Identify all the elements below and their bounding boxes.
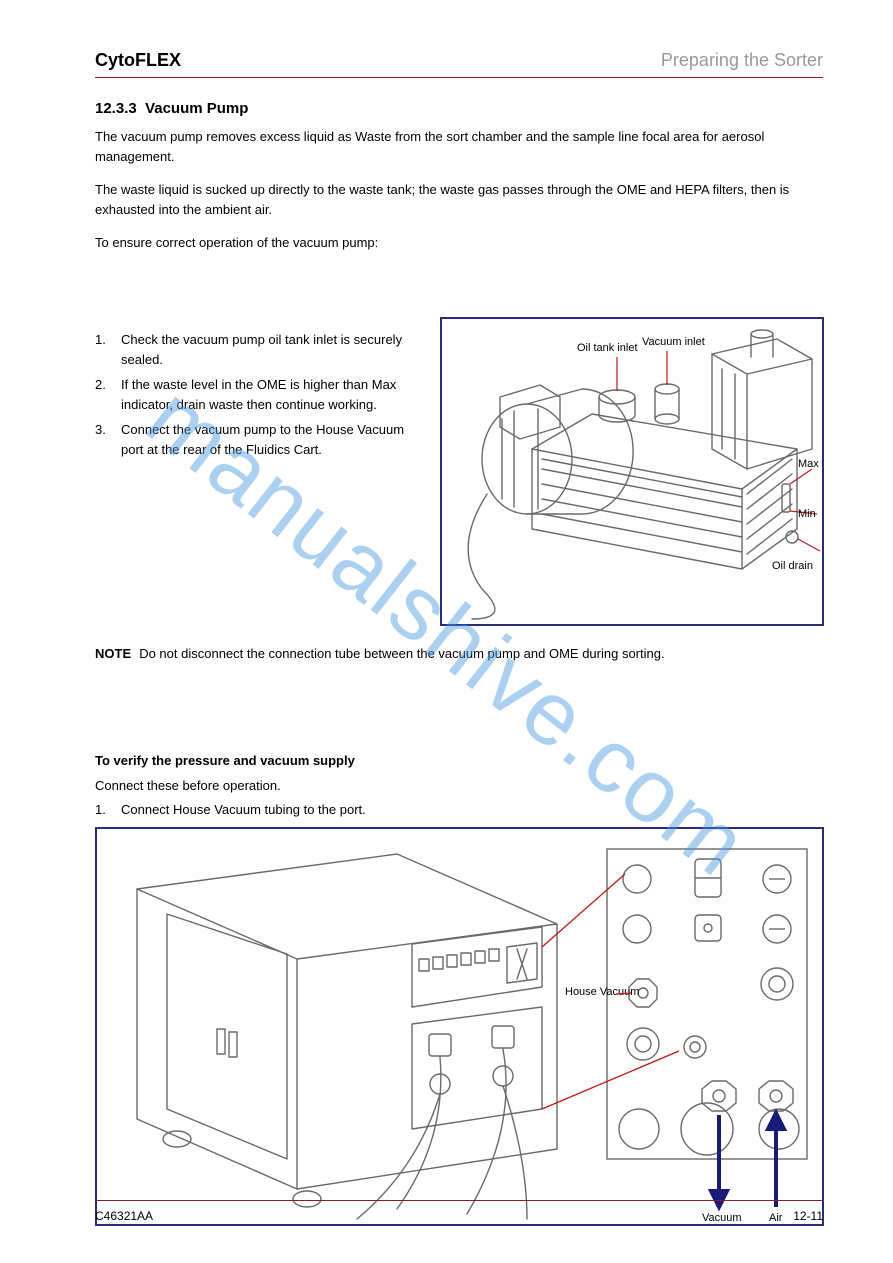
note-label: NOTE <box>95 646 131 661</box>
footer-right: 12-11 <box>793 1209 823 1223</box>
section-heading: 12.3.3 Vacuum Pump <box>95 100 823 117</box>
rear-step-text: Connect House Vacuum tubing to the port. <box>121 802 366 817</box>
figure-rear-panel: House Vacuum Vacuum Air <box>95 827 824 1226</box>
label-vacuum-inlet: Vacuum inlet <box>642 336 705 348</box>
step-text: Connect the vacuum pump to the House Vac… <box>121 420 425 459</box>
page-title: CytoFLEX <box>95 50 181 71</box>
label-drain: Oil drain <box>772 560 813 572</box>
figure-vacuum-pump: Oil tank inlet Vacuum inlet Max Min Oil … <box>440 317 824 626</box>
header-rule <box>95 77 823 78</box>
footer-rule <box>95 1200 823 1201</box>
rear-step-i: 1. <box>95 802 111 817</box>
rear-heading: To verify the pressure and vacuum supply <box>95 753 820 768</box>
para-1: The vacuum pump removes excess liquid as… <box>95 127 823 166</box>
step-text: If the waste level in the OME is higher … <box>121 375 425 414</box>
section-number: 12.3.3 <box>95 100 137 117</box>
label-min: Min <box>798 508 816 520</box>
step-1: 1.Check the vacuum pump oil tank inlet i… <box>95 330 425 369</box>
note-block: NOTE Do not disconnect the connection tu… <box>95 645 815 663</box>
label-max: Max <box>798 458 819 470</box>
step-text: Check the vacuum pump oil tank inlet is … <box>121 330 425 369</box>
label-oil-inlet: Oil tank inlet <box>577 342 638 354</box>
step-3: 3.Connect the vacuum pump to the House V… <box>95 420 425 459</box>
step-2: 2.If the waste level in the OME is highe… <box>95 375 425 414</box>
rear-p1: Connect these before operation. <box>95 776 820 796</box>
page-subtitle: Preparing the Sorter <box>661 50 823 71</box>
para-2: The waste liquid is sucked up directly t… <box>95 180 823 219</box>
note-body: Do not disconnect the connection tube be… <box>139 646 664 661</box>
section-title: Vacuum Pump <box>145 100 248 117</box>
para-3-lead: To ensure correct operation of the vacuu… <box>95 233 823 253</box>
pump-diagram: Oil tank inlet Vacuum inlet Max Min Oil … <box>442 319 822 624</box>
rear-diagram: House Vacuum Vacuum Air <box>97 829 822 1224</box>
footer: C46321AA 12-11 <box>95 1200 823 1223</box>
label-house-vacuum: House Vacuum <box>565 986 639 998</box>
setup-steps: 1.Check the vacuum pump oil tank inlet i… <box>95 330 425 465</box>
footer-left: C46321AA <box>95 1209 153 1223</box>
